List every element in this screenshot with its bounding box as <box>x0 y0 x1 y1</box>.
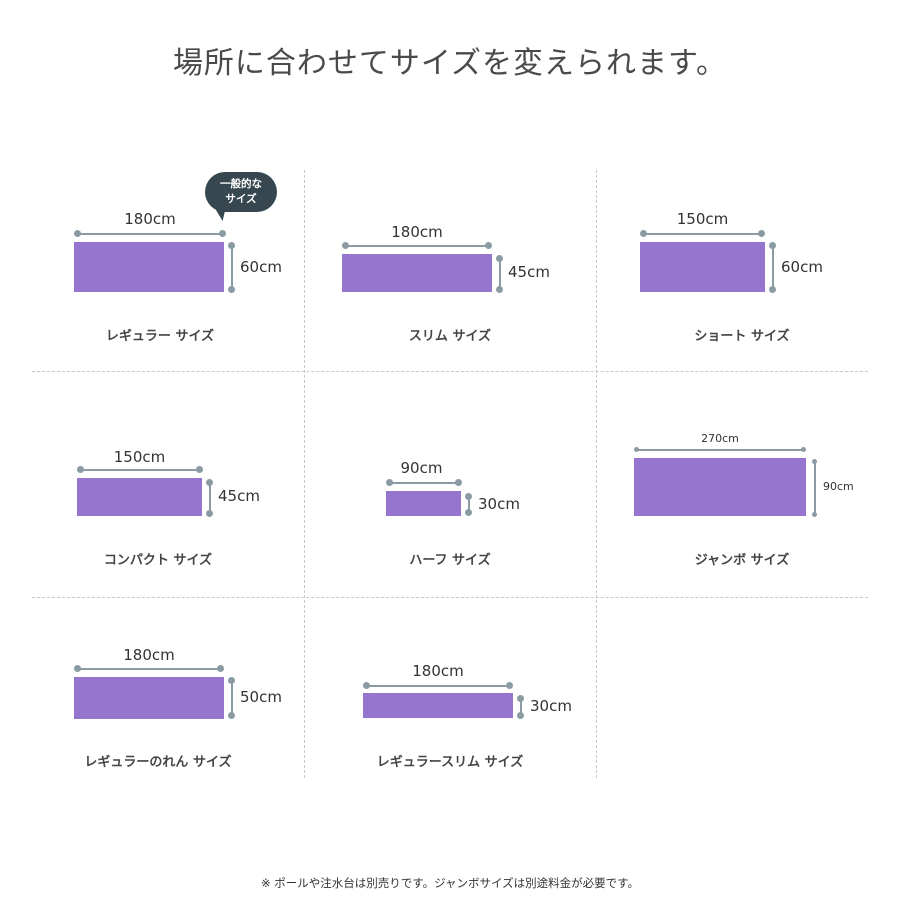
height-measure-line <box>520 697 522 715</box>
fabric-rect <box>363 693 513 718</box>
size-name: ハーフ サイズ <box>409 553 491 568</box>
width-label: 90cm <box>400 459 443 477</box>
width-measure-line <box>644 233 762 235</box>
badge-line2: サイズ <box>225 193 257 205</box>
measure-dot <box>77 466 84 473</box>
fabric-rect <box>640 242 765 292</box>
size-name: レギュラースリム サイズ <box>376 755 524 770</box>
popular-badge: 一般的な サイズ <box>205 172 277 212</box>
fabric-rect <box>74 677 224 719</box>
width-label: 150cm <box>676 210 729 228</box>
height-label: 30cm <box>478 495 520 513</box>
measure-dot <box>228 712 235 719</box>
measure-dot <box>74 665 81 672</box>
measure-dot <box>769 286 776 293</box>
measure-dot <box>517 712 524 719</box>
width-measure-line <box>81 469 199 471</box>
size-name: レギュラーのれん サイズ <box>84 755 232 770</box>
height-measure-line <box>814 461 816 513</box>
measure-dot <box>228 677 235 684</box>
measure-dot <box>640 230 647 237</box>
width-measure-line <box>367 685 509 687</box>
horizontal-divider <box>32 597 868 598</box>
measure-dot <box>217 665 224 672</box>
measure-dot <box>485 242 492 249</box>
height-label: 60cm <box>240 258 282 276</box>
width-label: 180cm <box>412 662 464 680</box>
fabric-rect <box>386 491 461 516</box>
fabric-rect <box>77 478 202 516</box>
measure-dot <box>496 255 503 262</box>
measure-dot <box>506 682 513 689</box>
measure-dot <box>758 230 765 237</box>
width-label: 270cm <box>701 432 739 445</box>
measure-dot <box>228 286 235 293</box>
width-label: 180cm <box>124 210 176 228</box>
page-title: 場所に合わせてサイズを変えられます。 <box>172 46 728 81</box>
horizontal-divider <box>32 371 868 372</box>
measure-dot <box>228 242 235 249</box>
measure-dot <box>196 466 203 473</box>
width-label: 150cm <box>113 448 166 466</box>
measure-dot <box>342 242 349 249</box>
size-name: ショート サイズ <box>694 329 790 344</box>
fabric-rect <box>342 254 492 292</box>
height-label: 45cm <box>218 487 260 505</box>
height-measure-line <box>231 680 233 715</box>
measure-dot <box>363 682 370 689</box>
width-label: 180cm <box>123 646 175 664</box>
measure-dot <box>812 459 817 464</box>
measure-dot <box>386 479 393 486</box>
measure-dot <box>634 447 639 452</box>
measure-dot <box>455 479 462 486</box>
height-label: 45cm <box>508 263 550 281</box>
height-measure-line <box>499 258 501 290</box>
height-measure-line <box>209 482 211 513</box>
badge-line1: 一般的な <box>220 178 262 190</box>
height-label: 90cm <box>823 480 854 493</box>
width-measure-line <box>78 668 220 670</box>
size-name: レギュラー サイズ <box>105 329 215 344</box>
measure-dot <box>206 479 213 486</box>
height-measure-line <box>772 245 774 288</box>
height-measure-line <box>231 245 233 288</box>
measure-dot <box>769 242 776 249</box>
measure-dot <box>812 512 817 517</box>
height-label: 30cm <box>530 697 572 715</box>
size-name: スリム サイズ <box>408 329 492 344</box>
fabric-rect <box>74 242 224 292</box>
measure-dot <box>465 509 472 516</box>
height-label: 50cm <box>240 688 282 706</box>
vertical-divider <box>596 170 597 778</box>
measure-dot <box>496 286 503 293</box>
width-measure-line <box>390 482 458 484</box>
measure-dot <box>517 695 524 702</box>
size-name: ジャンボ サイズ <box>694 553 790 568</box>
footnote: ※ ポールや注水台は別売りです。ジャンボサイズは別途料金が必要です。 <box>260 876 640 890</box>
vertical-divider <box>304 170 305 778</box>
width-measure-line <box>346 245 488 247</box>
height-measure-line <box>468 496 470 513</box>
fabric-rect <box>634 458 806 516</box>
width-label: 180cm <box>391 223 443 241</box>
measure-dot <box>219 230 226 237</box>
measure-dot <box>74 230 81 237</box>
measure-dot <box>465 493 472 500</box>
size-name: コンパクト サイズ <box>103 553 213 568</box>
measure-dot <box>206 510 213 517</box>
height-label: 60cm <box>781 258 823 276</box>
measure-dot <box>801 447 806 452</box>
width-measure-line <box>77 233 223 235</box>
width-measure-line <box>638 449 804 451</box>
